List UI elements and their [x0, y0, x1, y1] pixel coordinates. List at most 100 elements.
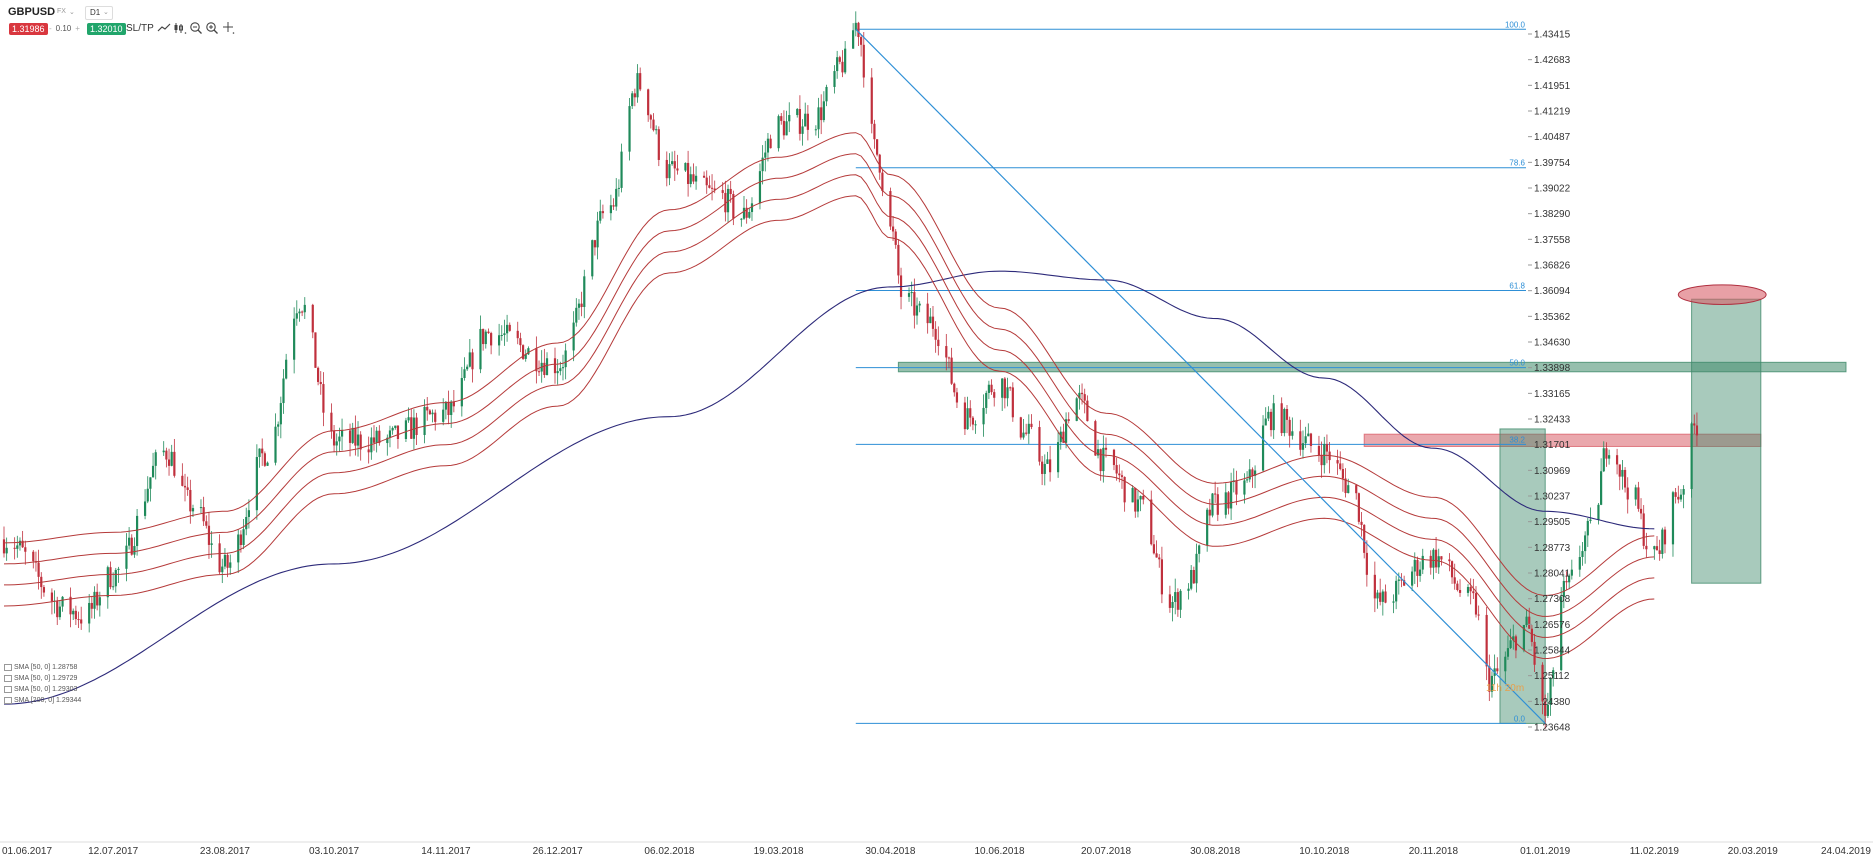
candle-body: [301, 311, 304, 313]
candle-body: [1677, 496, 1680, 500]
candle-body: [1123, 476, 1126, 503]
volume-stepper[interactable]: -0.10 +: [49, 23, 80, 35]
candle-body: [671, 161, 674, 165]
candle-body: [1634, 487, 1637, 500]
candle-body: [750, 203, 754, 213]
candle-body: [1450, 561, 1454, 578]
candle-body: [1062, 431, 1065, 443]
candle-body: [777, 116, 780, 149]
candle-body: [98, 597, 101, 606]
candle-body: [109, 567, 112, 588]
zoom-out-icon[interactable]: [189, 21, 203, 35]
zoom-in-icon[interactable]: [205, 21, 219, 35]
y-tick-label: 1.24380: [1534, 697, 1571, 708]
candle-body: [431, 412, 434, 415]
candle-body: [673, 161, 676, 169]
candle-body: [947, 357, 951, 359]
candle-body: [620, 151, 623, 188]
x-tick-label: 01.01.2019: [1520, 846, 1570, 857]
candle-body: [705, 177, 708, 186]
candle-type-icon[interactable]: [173, 21, 187, 35]
y-tick-label: 1.42683: [1534, 55, 1571, 66]
x-tick-label: 30.04.2018: [865, 846, 915, 857]
settings-icon[interactable]: [4, 685, 12, 693]
candle-body: [1059, 431, 1062, 443]
candle-body: [1152, 544, 1156, 554]
candle-body: [1214, 493, 1217, 495]
sell-price-button[interactable]: 1.31986: [9, 23, 48, 35]
legend-item[interactable]: SMA [50, 0] 1.28758: [4, 662, 81, 673]
volume-minus[interactable]: -: [49, 24, 52, 33]
candle-body: [1261, 425, 1265, 471]
candle-body: [1472, 591, 1475, 594]
settings-icon[interactable]: [4, 663, 12, 671]
candle-body: [708, 185, 711, 188]
y-tick-label: 1.33898: [1534, 363, 1571, 374]
fibonacci-retracement[interactable]: 100.0 78.6 61.8 50.0 38.2 0.0: [855, 20, 1526, 724]
candle-body: [1674, 492, 1677, 497]
candle-body: [1419, 569, 1422, 576]
candle-body: [375, 430, 378, 443]
candle-body: [1400, 579, 1403, 581]
x-tick-label: 11.02.2019: [1630, 846, 1680, 857]
volume-plus[interactable]: +: [75, 24, 80, 33]
settings-icon[interactable]: [4, 674, 12, 682]
volume-value[interactable]: 0.10: [55, 24, 72, 33]
chevron-down-icon[interactable]: ⌄: [103, 9, 109, 16]
x-tick-label: 20.11.2018: [1409, 846, 1459, 857]
candle-body: [93, 591, 96, 609]
axes: 01.06.2017 12.07.2017 23.08.2017 03.10.2017…: [0, 30, 1873, 857]
candle-body: [396, 425, 400, 440]
candle-body: [96, 591, 99, 606]
candle-body: [1618, 464, 1621, 477]
chevron-down-icon[interactable]: ⌄: [69, 9, 75, 16]
candle-body: [1264, 418, 1267, 426]
candle-body: [521, 345, 525, 359]
y-tick-label: 1.39022: [1534, 184, 1571, 195]
candle-body: [969, 408, 972, 418]
y-tick-label: 1.41951: [1534, 81, 1571, 92]
buy-price-button[interactable]: 1.32010: [87, 23, 126, 35]
candle-body: [575, 307, 578, 323]
candle-body: [154, 452, 157, 466]
candle-body: [1285, 408, 1289, 420]
candle-body: [633, 93, 636, 98]
candle-body: [814, 129, 817, 131]
candle-body: [1570, 569, 1573, 576]
legend-item[interactable]: SMA [200, 0] 1.29344: [4, 695, 81, 706]
crosshair-icon[interactable]: [221, 21, 235, 35]
candle-body: [1365, 552, 1368, 575]
candle-body: [415, 417, 418, 435]
candle-body: [915, 305, 919, 316]
candle-body: [322, 384, 325, 413]
candle-body: [1639, 508, 1643, 514]
candle-body: [889, 191, 892, 227]
candle-body: [1112, 449, 1116, 466]
zones-layer: [897, 284, 1847, 724]
symbol-name[interactable]: GBPUSD: [8, 6, 56, 18]
candle-body: [151, 465, 155, 478]
candle-body: [1041, 461, 1044, 474]
candle-body: [1568, 575, 1571, 583]
candle-body: [769, 138, 772, 149]
candle-body: [239, 534, 243, 545]
line-chart-icon[interactable]: [157, 21, 171, 35]
sma-envelope-line: [3, 195, 1655, 660]
candle-body: [5, 547, 8, 554]
candle-body: [931, 316, 935, 329]
candle-body: [330, 412, 333, 431]
legend-item[interactable]: SMA [50, 0] 1.29303: [4, 684, 81, 695]
candle-body: [599, 211, 602, 221]
candle-body: [125, 545, 128, 569]
trendline-layer[interactable]: [855, 28, 1546, 724]
sltp-button[interactable]: SL/TP: [126, 23, 154, 34]
candle-body: [817, 107, 820, 130]
settings-icon[interactable]: [4, 696, 12, 704]
legend-item[interactable]: SMA [50, 0] 1.29729: [4, 673, 81, 684]
candle-body: [170, 451, 173, 466]
candle-body: [519, 338, 522, 346]
candle-body: [1067, 419, 1070, 421]
candle-body: [1075, 398, 1078, 421]
timeframe-select[interactable]: D1: [85, 6, 113, 20]
